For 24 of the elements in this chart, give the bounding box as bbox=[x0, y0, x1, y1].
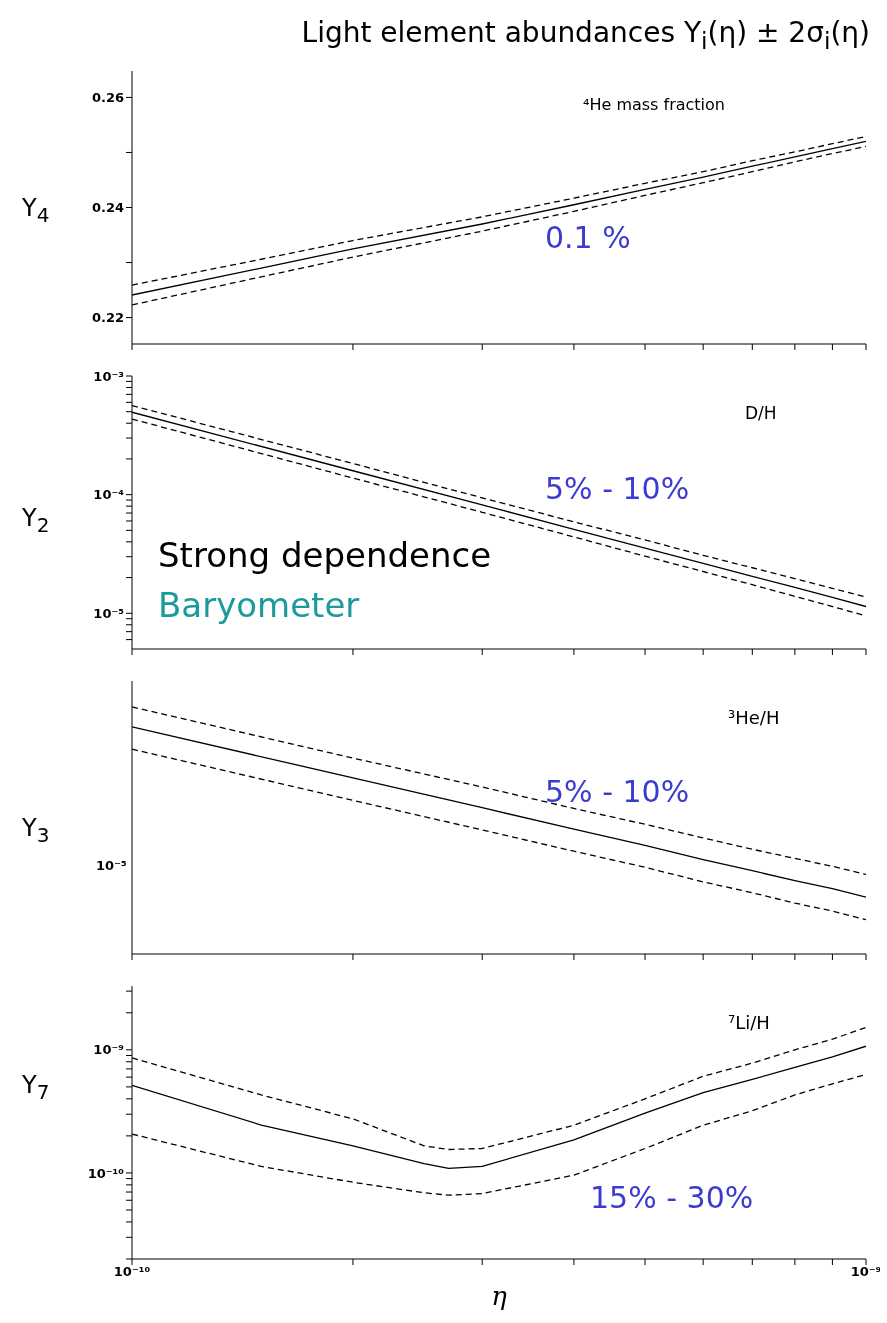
y-axis-title: Y$_{7}$ bbox=[22, 1071, 50, 1104]
y-tick-label: 10⁻⁴ bbox=[93, 487, 125, 503]
annotation: 5% - 10% bbox=[545, 774, 690, 809]
x-axis-title: η bbox=[490, 1281, 508, 1311]
chart-title: Light element abundances Y$_{i}$(η) ± 2σ$_{i}$(η) bbox=[301, 15, 870, 55]
y-tick-label: 10⁻⁹ bbox=[93, 1042, 125, 1058]
y-tick-label: 0.24 bbox=[91, 200, 124, 216]
annotation: 15% - 30% bbox=[590, 1180, 754, 1215]
annotation: ³He/H bbox=[728, 707, 780, 728]
y-tick-label: 0.22 bbox=[91, 310, 124, 326]
annotation: ⁴He mass fraction bbox=[583, 95, 725, 114]
y-axis-title: Y$_{3}$ bbox=[22, 814, 50, 847]
annotation: 0.1 % bbox=[545, 220, 631, 255]
y-tick-label: 10⁻¹⁰ bbox=[87, 1165, 125, 1181]
y-axis-title: Y$_{2}$ bbox=[22, 504, 50, 537]
annotation: D/H bbox=[745, 403, 777, 423]
annotation: Strong dependence bbox=[158, 535, 492, 575]
annotation: Baryometer bbox=[158, 585, 360, 625]
y-tick-label: 0.26 bbox=[91, 90, 124, 106]
annotation: 5% - 10% bbox=[545, 471, 690, 506]
annotation: ⁷Li/H bbox=[728, 1012, 770, 1033]
y-axis-title: Y$_{4}$ bbox=[22, 194, 50, 227]
y-tick-label: 10⁻³ bbox=[93, 368, 124, 384]
y-tick-label: 10⁻⁵ bbox=[93, 605, 124, 621]
